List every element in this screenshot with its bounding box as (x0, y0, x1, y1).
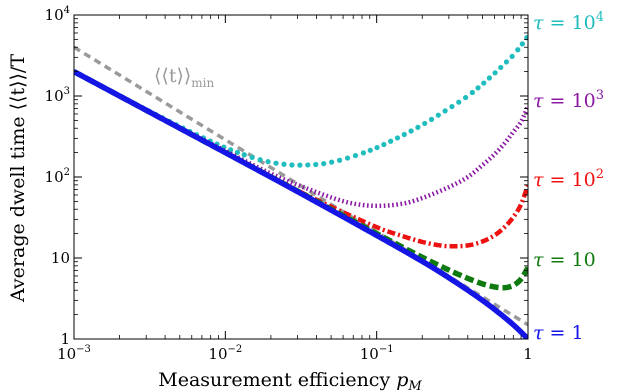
data-point (281, 161, 287, 167)
data-point (289, 162, 295, 168)
data-point (352, 152, 359, 159)
data-point (336, 157, 343, 163)
data-point (428, 116, 435, 122)
y-axis-label: Average dwell time ⟨⟨t⟩⟩/T (7, 54, 29, 303)
y-tick-label: 103 (45, 86, 70, 105)
data-point (408, 128, 414, 134)
series-line (74, 69, 528, 209)
data-point (519, 41, 525, 47)
data-point (415, 124, 421, 130)
axes (73, 14, 529, 340)
data-point (367, 147, 373, 153)
series-tau-1e4-markers (74, 35, 528, 168)
plot-area (74, 35, 528, 339)
x-tick-label: 1 (523, 345, 533, 363)
data-point (234, 149, 241, 155)
data-point (249, 154, 255, 160)
data-point (344, 155, 351, 161)
data-point (374, 144, 380, 151)
series-label: τ = 104 (533, 10, 604, 34)
x-axis-label-text: Measurement efficiency (158, 369, 390, 391)
series-line (74, 69, 528, 339)
data-point (381, 141, 387, 148)
plot-frame (73, 14, 529, 340)
data-point (273, 160, 279, 166)
min-curve-label: ⟨⟨t⟩⟩min (154, 65, 215, 90)
data-point (329, 159, 335, 165)
series-min-line (74, 45, 528, 327)
data-point (422, 120, 428, 127)
data-point (509, 53, 515, 60)
series-line (74, 69, 528, 249)
data-point (492, 70, 498, 76)
data-point (515, 47, 521, 53)
data-point (265, 159, 271, 165)
min-curve-label-subscript: min (191, 76, 214, 90)
x-tick-label: 10−2 (208, 344, 242, 363)
series-label: τ = 10 (533, 249, 596, 271)
series-label: τ = 1 (533, 322, 584, 344)
data-point (360, 150, 367, 156)
min-curve-label-text: ⟨⟨t⟩⟩ (154, 65, 191, 87)
series-labels: τ = 1 τ = 10 τ = 102 τ = 103 τ = 104 (533, 10, 604, 344)
data-point (481, 80, 487, 86)
x-axis-label-subscript: M (407, 379, 422, 391)
x-axis-label: Measurement efficiency pM (158, 369, 422, 391)
y-tick-label: 1 (60, 330, 70, 348)
x-axis-label-symbol: p (396, 369, 408, 391)
data-point (456, 99, 462, 105)
data-point (228, 147, 234, 153)
data-point (388, 138, 394, 144)
data-point (321, 161, 327, 167)
x-tick-label: 10−1 (360, 344, 394, 363)
data-point (498, 64, 504, 71)
data-point (524, 35, 528, 41)
data-point (469, 89, 475, 96)
y-tick-label: 104 (45, 5, 70, 24)
x-tick-label: 10−3 (57, 344, 91, 363)
y-tick-label: 10 (51, 249, 70, 267)
data-point (503, 59, 510, 65)
data-point (435, 112, 441, 118)
ticks: 10−3 10−2 10−1 1 1 10 102 103 104 (45, 5, 533, 363)
data-point (462, 94, 469, 101)
data-point (401, 131, 407, 138)
data-point (475, 85, 481, 91)
data-point (449, 103, 455, 110)
data-point (257, 157, 263, 163)
data-point (241, 152, 247, 158)
data-point (305, 162, 311, 168)
data-point (313, 161, 319, 168)
data-point (442, 108, 448, 114)
series-label: τ = 103 (533, 88, 604, 112)
data-point (394, 135, 401, 141)
data-point (297, 162, 303, 168)
series-label: τ = 102 (533, 167, 604, 191)
data-point (486, 75, 493, 81)
y-tick-label: 102 (45, 167, 70, 186)
